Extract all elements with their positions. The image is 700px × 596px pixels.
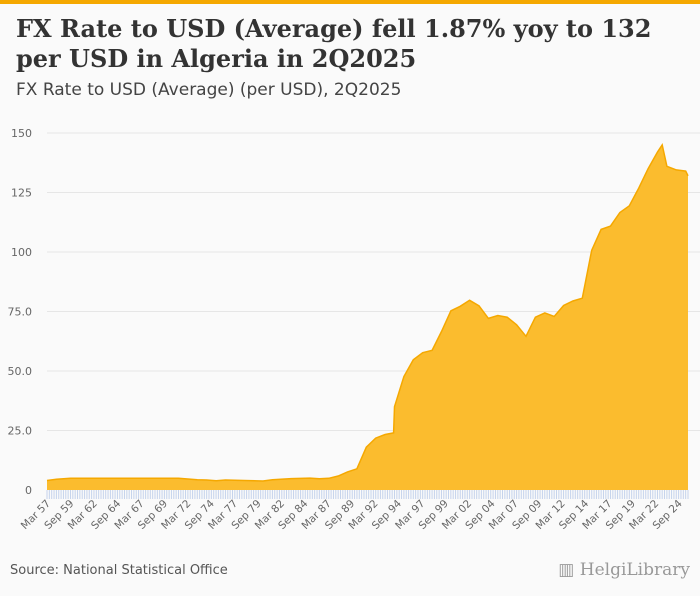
y-tick-label: 75.0	[8, 306, 33, 319]
logo-icon: ▥	[558, 560, 580, 580]
y-tick-label: 0	[25, 484, 32, 497]
y-tick-label: 125	[11, 187, 32, 200]
helgilibrary-logo: ▥ HelgiLibrary	[558, 560, 690, 580]
series-line	[46, 143, 689, 482]
y-tick-label: 100	[11, 246, 32, 259]
chart-subtitle: FX Rate to USD (Average) (per USD), 2Q20…	[16, 80, 402, 100]
y-tick-label: 50.0	[8, 365, 33, 378]
y-tick-label: 25.0	[8, 425, 33, 438]
logo-text: HelgiLibrary	[579, 560, 690, 580]
area-series	[47, 144, 688, 490]
y-tick-label: 150	[11, 127, 32, 140]
accent-bar	[0, 0, 700, 4]
chart-title: FX Rate to USD (Average) fell 1.87% yoy …	[16, 14, 652, 73]
source-note: Source: National Statistical Office	[10, 563, 228, 578]
